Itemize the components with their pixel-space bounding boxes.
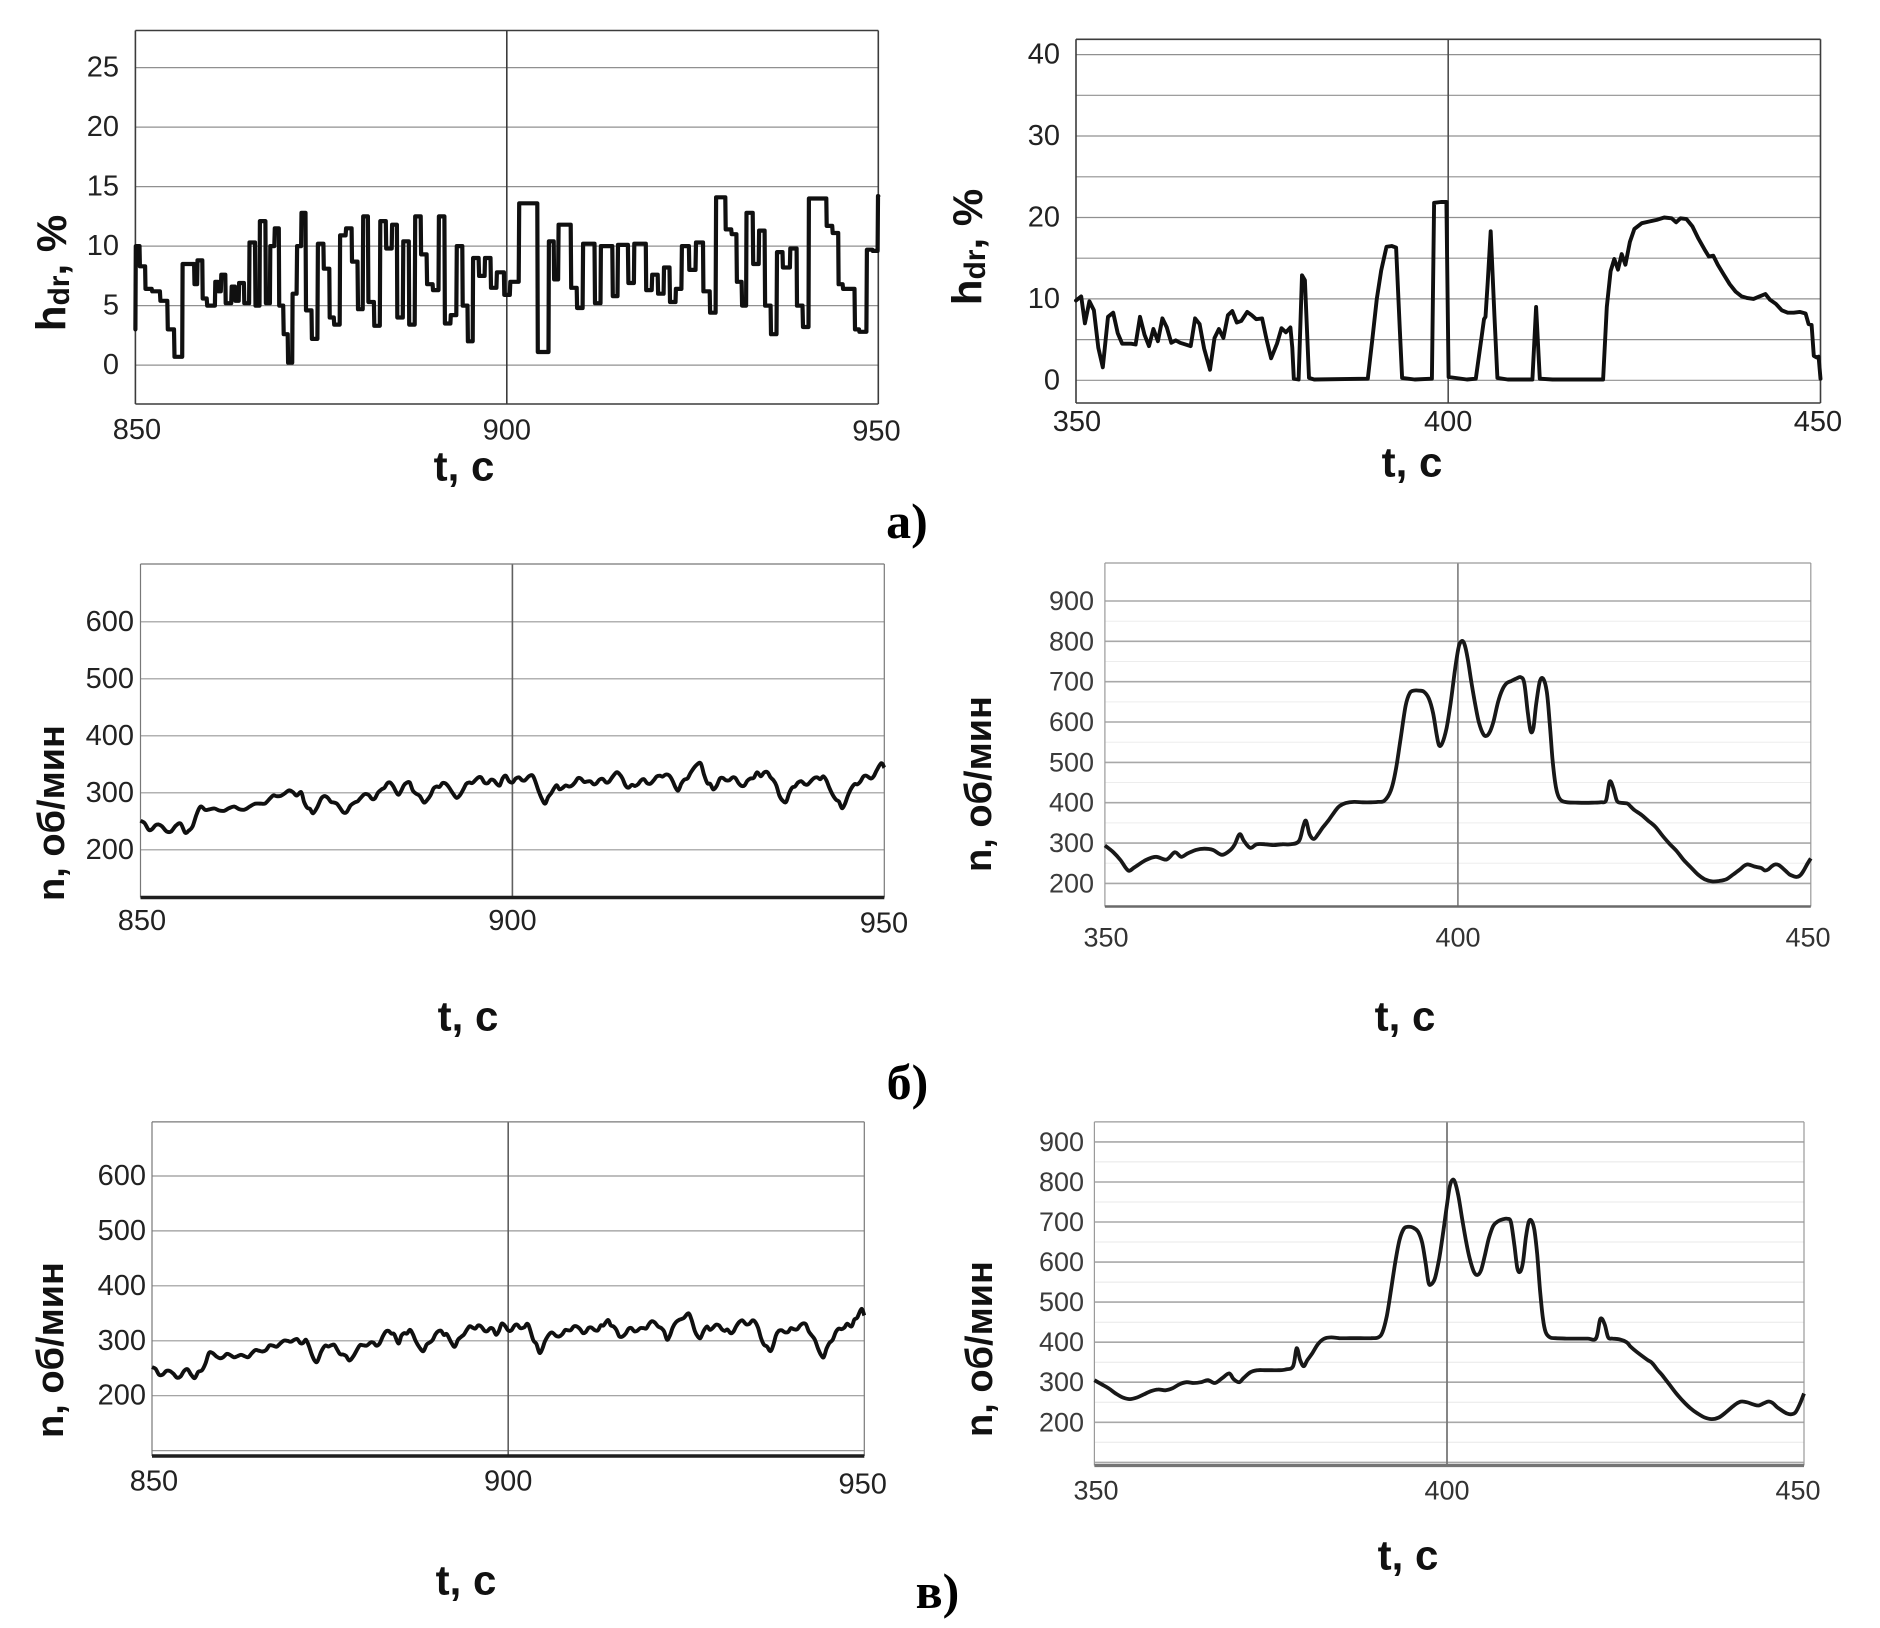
svg-text:t, c: t, c bbox=[1378, 1532, 1439, 1579]
svg-text:350: 350 bbox=[1053, 406, 1101, 438]
svg-text:n, об/мин: n, об/мин bbox=[958, 696, 1000, 872]
svg-text:40: 40 bbox=[1028, 39, 1060, 71]
svg-text:25: 25 bbox=[87, 52, 119, 84]
svg-text:200: 200 bbox=[98, 1380, 146, 1412]
svg-text:600: 600 bbox=[86, 606, 134, 638]
svg-text:850: 850 bbox=[113, 414, 161, 446]
svg-text:0: 0 bbox=[1044, 364, 1060, 396]
svg-text:400: 400 bbox=[98, 1270, 146, 1302]
svg-text:400: 400 bbox=[1039, 1327, 1084, 1357]
svg-text:900: 900 bbox=[1049, 586, 1094, 616]
svg-text:850: 850 bbox=[118, 905, 166, 937]
svg-text:400: 400 bbox=[86, 720, 134, 752]
svg-text:450: 450 bbox=[1785, 923, 1830, 953]
svg-text:400: 400 bbox=[1435, 923, 1480, 953]
svg-text:500: 500 bbox=[1039, 1287, 1084, 1317]
svg-text:б): б) bbox=[887, 1054, 929, 1110]
svg-text:n, об/мин: n, об/мин bbox=[30, 1262, 72, 1438]
svg-text:0: 0 bbox=[103, 349, 119, 381]
svg-text:20: 20 bbox=[1028, 202, 1060, 234]
svg-text:500: 500 bbox=[98, 1215, 146, 1247]
svg-text:400: 400 bbox=[1424, 406, 1472, 438]
svg-text:600: 600 bbox=[1049, 707, 1094, 737]
svg-text:t, c: t, c bbox=[434, 443, 495, 490]
svg-text:t, c: t, c bbox=[436, 1557, 497, 1604]
svg-text:а): а) bbox=[886, 493, 928, 549]
svg-text:500: 500 bbox=[1049, 747, 1094, 777]
svg-text:300: 300 bbox=[1049, 828, 1094, 858]
svg-text:300: 300 bbox=[98, 1325, 146, 1357]
svg-text:950: 950 bbox=[860, 908, 908, 940]
svg-text:10: 10 bbox=[1028, 283, 1060, 315]
svg-text:t, c: t, c bbox=[1375, 993, 1436, 1040]
svg-text:600: 600 bbox=[98, 1160, 146, 1192]
svg-text:900: 900 bbox=[1039, 1127, 1084, 1157]
svg-text:hdr, %: hdr, % bbox=[944, 189, 992, 305]
svg-text:850: 850 bbox=[130, 1466, 178, 1498]
svg-text:400: 400 bbox=[1424, 1476, 1469, 1506]
svg-text:20: 20 bbox=[87, 111, 119, 143]
svg-text:350: 350 bbox=[1083, 923, 1128, 953]
svg-text:в): в) bbox=[916, 1563, 960, 1619]
svg-text:350: 350 bbox=[1073, 1476, 1118, 1506]
svg-text:950: 950 bbox=[839, 1469, 887, 1501]
svg-text:hdr, %: hdr, % bbox=[28, 215, 76, 331]
svg-text:30: 30 bbox=[1028, 120, 1060, 152]
svg-text:300: 300 bbox=[86, 777, 134, 809]
svg-text:500: 500 bbox=[86, 663, 134, 695]
svg-text:n, об/мин: n, об/мин bbox=[31, 725, 73, 901]
svg-text:300: 300 bbox=[1039, 1367, 1084, 1397]
svg-text:900: 900 bbox=[484, 1466, 532, 1498]
svg-text:700: 700 bbox=[1039, 1207, 1084, 1237]
svg-text:950: 950 bbox=[852, 415, 900, 447]
svg-text:t, c: t, c bbox=[1382, 439, 1443, 486]
svg-text:900: 900 bbox=[483, 415, 531, 447]
svg-text:450: 450 bbox=[1794, 406, 1842, 438]
svg-text:10: 10 bbox=[87, 230, 119, 262]
svg-text:700: 700 bbox=[1049, 667, 1094, 697]
svg-text:n, об/мин: n, об/мин bbox=[959, 1261, 1001, 1437]
svg-text:450: 450 bbox=[1775, 1476, 1820, 1506]
svg-text:15: 15 bbox=[87, 171, 119, 203]
svg-text:400: 400 bbox=[1049, 788, 1094, 818]
svg-text:t, c: t, c bbox=[438, 993, 499, 1040]
svg-text:5: 5 bbox=[103, 290, 119, 322]
svg-text:900: 900 bbox=[488, 905, 536, 937]
svg-text:200: 200 bbox=[86, 834, 134, 866]
svg-text:600: 600 bbox=[1039, 1247, 1084, 1277]
svg-text:800: 800 bbox=[1049, 626, 1094, 656]
svg-text:200: 200 bbox=[1049, 868, 1094, 898]
svg-text:200: 200 bbox=[1039, 1407, 1084, 1437]
svg-text:800: 800 bbox=[1039, 1167, 1084, 1197]
